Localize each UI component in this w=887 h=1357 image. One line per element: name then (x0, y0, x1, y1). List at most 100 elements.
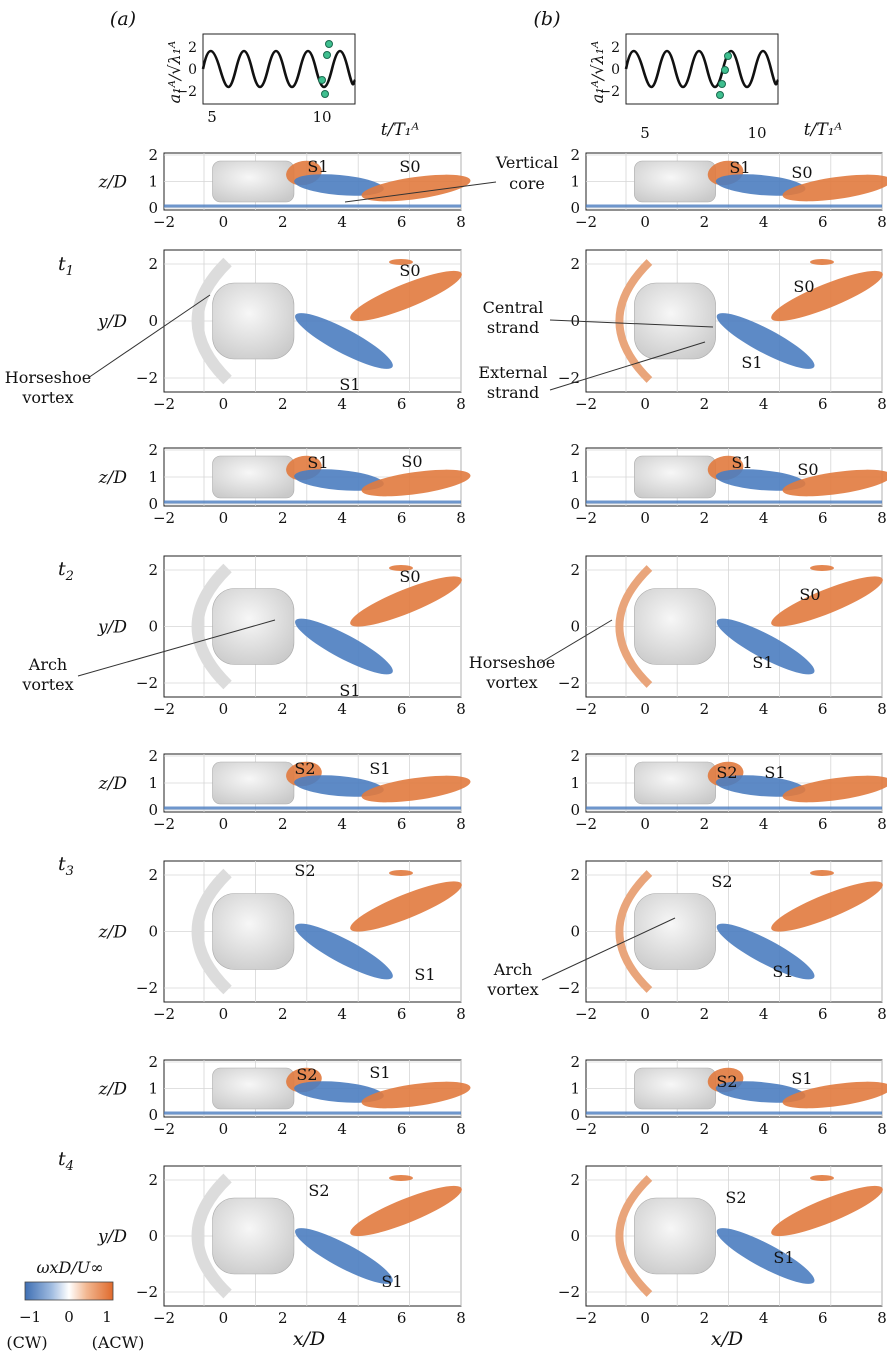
annotation-external-strand: External strand (478, 341, 706, 402)
y-tick-label: 0 (148, 495, 158, 513)
cylinder-body (634, 1197, 716, 1275)
structure-label-s2: S2 (716, 763, 737, 782)
x-tick-label: 4 (337, 815, 347, 833)
svg-text:vortex: vortex (486, 980, 538, 999)
x-tick-label: 2 (700, 815, 710, 833)
structure-label-s2: S2 (296, 1065, 317, 1084)
structure-label-s2: S2 (294, 759, 315, 778)
x-tick-label: 2 (278, 395, 288, 413)
trace-ytick: 0 (611, 62, 620, 78)
structure-label-s1: S1 (772, 962, 793, 981)
colorbar-tick: 1 (102, 1308, 112, 1326)
x-tick-label: 4 (337, 509, 347, 527)
structure-label-s0: S0 (399, 157, 420, 176)
x-tick-label: 4 (337, 1120, 347, 1138)
x-tick-label: 2 (700, 395, 710, 413)
y-tick-label: −2 (136, 674, 158, 692)
structure-label-s1: S1 (369, 759, 390, 778)
colorbar-title: ωxD/U∞ (36, 1258, 103, 1277)
x-tick-label: 0 (219, 395, 229, 413)
side-view-panel: 210−2 0 2 4 6 8 (570, 1053, 887, 1138)
x-tick-label: 2 (278, 700, 288, 718)
structure-label-s1: S1 (741, 353, 762, 372)
structure-label-s1: S1 (764, 763, 785, 782)
colorbar-tick: 0 (64, 1308, 74, 1326)
x-tick-label: −2 (153, 1120, 175, 1138)
cylinder-body (212, 455, 295, 499)
y-tick-label: 0 (570, 618, 580, 636)
x-tick-label: 2 (700, 1309, 710, 1327)
axis-label: y/D (97, 312, 127, 332)
side-view-panel: 210−2 0 2 4 6 8 (570, 146, 887, 231)
svg-text:External: External (478, 363, 547, 382)
x-tick-label: 6 (818, 1309, 828, 1327)
top-view-panel: 2 0 −2 −2 0 2 4 6 8 y/D (97, 555, 466, 718)
trace-ytick: 2 (611, 40, 620, 56)
y-tick-label: 2 (570, 561, 580, 579)
x-tick-label: 4 (759, 213, 769, 231)
structure-label-s1: S1 (381, 1272, 402, 1291)
trace-xlabel: t/T₁ᴬ (804, 120, 843, 140)
structure-label-s2: S2 (725, 1188, 746, 1207)
x-tick-label: 0 (219, 213, 229, 231)
horseshoe-vortex (191, 257, 232, 385)
x-tick-label: 8 (877, 213, 887, 231)
structure-label-s1: S1 (339, 375, 360, 394)
cylinder-body (634, 893, 716, 970)
svg-text:core: core (509, 174, 545, 193)
trace-xtick: 5 (640, 124, 650, 142)
x-tick-label: 6 (397, 395, 407, 413)
x-tick-label: 4 (337, 700, 347, 718)
annotation-horseshoe-vortex-a: Horseshoe vortex (5, 294, 211, 407)
y-tick-label: 0 (570, 199, 580, 217)
x-tick-label: 6 (397, 815, 407, 833)
x-tick-label: 8 (456, 509, 466, 527)
structure-label-s0: S0 (797, 460, 818, 479)
trace-xtick: 5 (207, 108, 217, 126)
top-view-panel: 2 0 −2 −2 0 2 4 6 8 y/D (97, 1165, 466, 1327)
time-trace-b: 5 10 2 0 −2 a₁ᴬ/√λ₁ᴬ t/T₁ᴬ (588, 33, 843, 142)
cylinder-body (634, 455, 716, 499)
structure-label-s0: S0 (793, 277, 814, 296)
x-tick-label: −2 (153, 213, 175, 231)
x-tick-label: 6 (818, 1120, 828, 1138)
structure-label-s1: S1 (729, 158, 750, 177)
horseshoe-vortex (615, 1175, 653, 1297)
axis-label: y/D (97, 1227, 127, 1247)
y-tick-label: 0 (570, 1106, 580, 1124)
y-tick-label: 1 (570, 1080, 580, 1098)
y-tick-label: 1 (570, 468, 580, 486)
y-tick-label: 2 (148, 441, 158, 459)
x-tick-label: 4 (759, 1005, 769, 1023)
x-axis-label-a: x/D (293, 1328, 325, 1350)
x-tick-label: 0 (640, 815, 650, 833)
x-tick-label: 2 (278, 509, 288, 527)
axis-label: y/D (97, 618, 127, 638)
cylinder-body (634, 761, 716, 805)
x-tick-label: 0 (640, 700, 650, 718)
x-tick-label: 0 (219, 1309, 229, 1327)
cylinder-body (212, 160, 295, 203)
x-tick-label: −2 (153, 1309, 175, 1327)
trace-ylabel: a₁ᴬ/√λ₁ᴬ (165, 41, 184, 104)
structure-label-s1: S1 (752, 653, 773, 672)
y-tick-label: −2 (558, 979, 580, 997)
svg-text:vortex: vortex (485, 673, 537, 692)
x-tick-label: 0 (640, 1005, 650, 1023)
y-tick-label: 0 (148, 1227, 158, 1245)
x-tick-label: 8 (456, 395, 466, 413)
time-label-t2: t2 (58, 558, 74, 584)
y-tick-label: 2 (570, 747, 580, 765)
y-tick-label: −2 (558, 674, 580, 692)
y-tick-label: 1 (148, 774, 158, 792)
x-tick-label: 8 (877, 1120, 887, 1138)
time-trace-a: 5 10 2 0 −2 a₁ᴬ/√λ₁ᴬ t/T₁ᴬ (165, 33, 419, 140)
x-tick-label: 2 (700, 213, 710, 231)
structure-label-s0: S0 (799, 585, 820, 604)
trace-xtick: 10 (747, 124, 766, 142)
structure-label-s1: S1 (414, 965, 435, 984)
x-tick-label: 2 (700, 700, 710, 718)
time-label-t1: t1 (58, 253, 74, 279)
structure-label-s2: S2 (711, 872, 732, 891)
trace-ytick: −2 (599, 84, 620, 100)
